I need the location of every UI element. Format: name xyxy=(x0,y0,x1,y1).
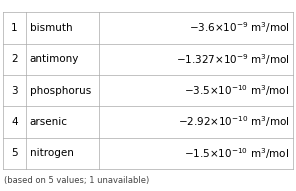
Text: antimony: antimony xyxy=(30,54,79,64)
Text: 1: 1 xyxy=(11,23,18,33)
Text: 2: 2 xyxy=(11,54,18,64)
Text: bismuth: bismuth xyxy=(30,23,72,33)
Text: $-3.5{\times}10^{-10}$ m$^3$/mol: $-3.5{\times}10^{-10}$ m$^3$/mol xyxy=(184,83,289,98)
Text: arsenic: arsenic xyxy=(30,117,68,127)
Text: 3: 3 xyxy=(11,86,18,96)
Text: (based on 5 values; 1 unavailable): (based on 5 values; 1 unavailable) xyxy=(4,176,150,185)
Text: phosphorus: phosphorus xyxy=(30,86,91,96)
Text: 4: 4 xyxy=(11,117,18,127)
Text: nitrogen: nitrogen xyxy=(30,148,74,158)
Text: $-2.92{\times}10^{-10}$ m$^3$/mol: $-2.92{\times}10^{-10}$ m$^3$/mol xyxy=(178,115,289,129)
Text: $-1.5{\times}10^{-10}$ m$^3$/mol: $-1.5{\times}10^{-10}$ m$^3$/mol xyxy=(184,146,289,161)
Text: $-1.327{\times}10^{-9}$ m$^3$/mol: $-1.327{\times}10^{-9}$ m$^3$/mol xyxy=(176,52,289,67)
Text: $-3.6{\times}10^{-9}$ m$^3$/mol: $-3.6{\times}10^{-9}$ m$^3$/mol xyxy=(189,21,289,36)
Text: 5: 5 xyxy=(11,148,18,158)
